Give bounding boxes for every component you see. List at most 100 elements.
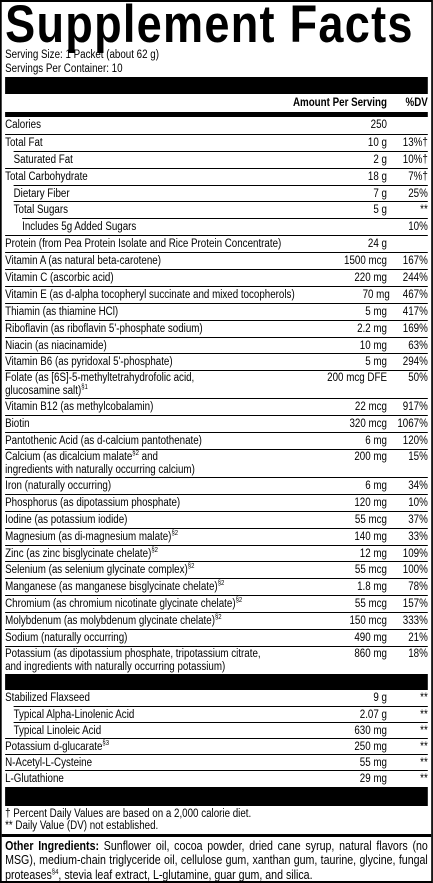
amount: 24 g bbox=[367, 238, 387, 251]
nutrient-name: Stabilized Flaxseed bbox=[5, 690, 285, 706]
nutrient-name: Magnesium (as di-magnesium malate)§2 bbox=[5, 529, 285, 545]
divider bbox=[1, 833, 432, 837]
amount: 5 g bbox=[373, 204, 387, 217]
nutrient-name: Selenium (as selenium glycinate complex)… bbox=[5, 562, 285, 578]
nutrient-row: Vitamin B12 (as methylcobalamin) 22 mcg 91… bbox=[5, 398, 428, 415]
nutrient-name: Pantothenic Acid (as d-calcium pantothen… bbox=[5, 433, 285, 449]
dv-header: %DV bbox=[405, 97, 428, 109]
name-line: Molybdenum (as molybdenum glycinate chel… bbox=[5, 614, 222, 628]
nutrient-name: Vitamin A (as natural beta-carotene) bbox=[5, 253, 285, 269]
amount: 12 mg bbox=[359, 547, 387, 560]
amount: 140 mg bbox=[354, 530, 387, 543]
nutrient-row: Vitamin A (as natural beta-carotene) 1500… bbox=[5, 252, 428, 269]
daily-value: ** bbox=[420, 204, 428, 217]
name-line: and ingredients with naturally occurring… bbox=[5, 660, 226, 673]
amount: 55 mcg bbox=[354, 513, 387, 526]
nutrient-name: N-Acetyl-L-Cysteine bbox=[5, 755, 285, 770]
nutrient-name: Potassium (as dipotassium phosphate, tri… bbox=[5, 647, 285, 674]
name-line: Saturated Fat bbox=[13, 153, 73, 166]
amount: 250 mg bbox=[354, 740, 387, 753]
amount: 120 mg bbox=[354, 496, 387, 509]
amount: 7 g bbox=[373, 187, 387, 200]
nutrient-row: Manganese (as manganese bisglycinate che… bbox=[5, 578, 428, 595]
nutrient-name: Calories bbox=[5, 117, 285, 134]
name-line: Total Sugars bbox=[13, 204, 68, 217]
nutrient-row: Sodium (naturally occurring) 490 mg 21% bbox=[5, 629, 428, 646]
nutrient-row: Protein (from Pea Protein Isolate and Ri… bbox=[5, 235, 428, 252]
name-line: Magnesium (as di-magnesium malate)§2 bbox=[5, 529, 179, 543]
serving-size: Serving Size: 1 Packet (about 62 g) bbox=[5, 49, 159, 61]
nutrient-name: Potassium d-glucarate§3 bbox=[5, 739, 285, 754]
name-line: Chromium (as chromium nicotinate glycina… bbox=[5, 597, 243, 611]
amount bbox=[285, 219, 387, 235]
nutrient-row: Typical Linoleic Acid 630 mg ** bbox=[13, 721, 428, 738]
nutrient-name: Iodine (as potassium iodide) bbox=[5, 512, 285, 528]
nutrient-row: Stabilized Flaxseed 9 g ** bbox=[5, 690, 428, 706]
daily-value: 157% bbox=[402, 598, 428, 611]
name-line: Thiamin (as thiamine HCl) bbox=[5, 305, 119, 318]
nutrient-name: Niacin (as niacinamide) bbox=[5, 338, 285, 354]
daily-value: 244% bbox=[402, 272, 428, 285]
nutrient-name: Typical Alpha-Linolenic Acid bbox=[14, 707, 285, 722]
nutrient-row: Vitamin B6 (as pyridoxal 5'-phosphate) 5 … bbox=[5, 353, 428, 370]
nutrient-name: Manganese (as manganese bisglycinate che… bbox=[5, 579, 285, 595]
name-line: ingredients with naturally occurring cal… bbox=[5, 464, 195, 477]
daily-value: 10% bbox=[408, 496, 428, 509]
amount: 630 mg bbox=[354, 724, 387, 737]
name-line: Total Fat bbox=[5, 136, 43, 149]
name-line: Dietary Fiber bbox=[13, 187, 70, 200]
name-line: Total Carbohydrate bbox=[5, 170, 88, 183]
nutrient-row: Calories 250 bbox=[5, 117, 428, 134]
daily-value: 13%† bbox=[402, 136, 428, 149]
daily-value: ** bbox=[420, 724, 428, 737]
daily-value: 120% bbox=[402, 435, 428, 448]
nutrient-row: Zinc (as zinc bisglycinate chelate)§2 12 … bbox=[5, 544, 428, 562]
name-line: Iron (naturally occurring) bbox=[5, 480, 112, 493]
nutrient-name: Saturated Fat bbox=[14, 152, 285, 168]
daily-value: 37% bbox=[408, 513, 428, 526]
nutrient-name: Vitamin C (ascorbic acid) bbox=[5, 270, 285, 286]
name-line: Vitamin B6 (as pyridoxal 5'-phosphate) bbox=[5, 356, 173, 369]
name-line: Typical Alpha-Linolenic Acid bbox=[13, 708, 135, 721]
name-line: Selenium (as selenium glycinate complex)… bbox=[5, 563, 195, 577]
nutrient-name: Thiamin (as thiamine HCl) bbox=[5, 304, 285, 320]
name-line: Includes 5g Added Sugars bbox=[22, 221, 137, 234]
nutrient-row: Dietary Fiber 7 g 25% bbox=[13, 184, 428, 202]
daily-value: 50% bbox=[408, 372, 428, 385]
amount: 200 mcg DFE bbox=[327, 372, 387, 385]
daily-value: 294% bbox=[402, 356, 428, 369]
daily-value: 78% bbox=[408, 581, 428, 594]
name-line: Pantothenic Acid (as d-calcium pantothen… bbox=[5, 435, 202, 448]
daily-value: 169% bbox=[402, 322, 428, 335]
amount: 55 mg bbox=[359, 756, 387, 769]
amount: 200 mg bbox=[354, 451, 387, 464]
amount: 490 mg bbox=[354, 632, 387, 645]
daily-value: 1067% bbox=[397, 418, 428, 431]
name-line: Riboflavin (as riboflavin 5'-phosphate s… bbox=[5, 322, 203, 335]
divider bbox=[5, 786, 428, 806]
nutrient-row: Saturated Fat 2 g 10%† bbox=[13, 150, 428, 168]
nutrient-row: Iodine (as potassium iodide) 55 mcg 37% bbox=[5, 510, 428, 528]
amount: 5 mg bbox=[365, 305, 387, 318]
nutrient-row: Typical Alpha-Linolenic Acid 2.07 g ** bbox=[13, 705, 428, 722]
daily-value: 417% bbox=[402, 305, 428, 318]
name-line: Iodine (as potassium iodide) bbox=[5, 513, 128, 526]
other-list: Stabilized Flaxseed 9 g ** Typical Alpha-Li… bbox=[5, 690, 428, 786]
nutrient-row: Biotin 320 mcg 1067% bbox=[5, 415, 428, 432]
nutrient-row: Total Fat 10 g 13%† bbox=[5, 133, 428, 151]
daily-value: ** bbox=[420, 708, 428, 721]
name-line: Biotin bbox=[5, 418, 30, 431]
daily-value: 21% bbox=[408, 632, 428, 645]
amount: 860 mg bbox=[354, 647, 387, 660]
nutrient-row: Vitamin E (as d-alpha tocopheryl succina… bbox=[5, 285, 428, 303]
nutrient-name: Dietary Fiber bbox=[14, 186, 285, 202]
nutrient-name: Total Carbohydrate bbox=[5, 169, 285, 185]
amount: 250 bbox=[370, 119, 387, 131]
daily-value: 10%† bbox=[402, 153, 428, 166]
ingredients: Other Ingredients: Sunflower oil, cocoa … bbox=[2, 837, 432, 883]
daily-value: ** bbox=[420, 756, 428, 769]
amount: 6 mg bbox=[365, 480, 387, 493]
amount: 10 g bbox=[367, 136, 387, 149]
name-line: Stabilized Flaxseed bbox=[5, 691, 90, 704]
